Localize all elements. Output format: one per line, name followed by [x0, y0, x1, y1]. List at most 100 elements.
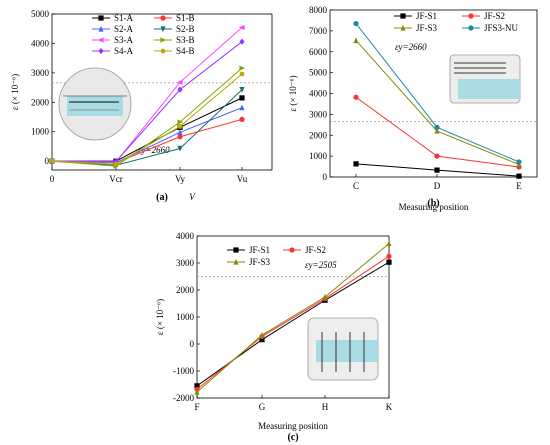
- y-axis-label: ε (× 10⁻⁶): [155, 299, 165, 335]
- y-tick-label: 5000: [309, 68, 328, 78]
- subfigure-caption: (a): [156, 192, 168, 203]
- y-tick-label: 4000: [176, 231, 195, 241]
- series-line-S4-B: [51, 73, 243, 165]
- legend-marker: [98, 25, 104, 32]
- legend-marker: [400, 24, 406, 31]
- legend-marker: [468, 13, 474, 19]
- x-tick-label: 0: [50, 174, 55, 184]
- legend-label: S3-A: [114, 35, 134, 45]
- y-tick-label: 2000: [176, 285, 195, 295]
- x-tick-label: K: [386, 402, 393, 412]
- y-tick-label: 5000: [31, 9, 50, 19]
- data-point-JF-S3: [434, 127, 440, 134]
- legend-label: S4-B: [176, 46, 195, 56]
- legend-marker: [160, 48, 166, 54]
- data-point-S4-B: [49, 158, 55, 164]
- y-tick-label: 4000: [309, 89, 328, 99]
- legend-label: JF-S1: [416, 11, 437, 21]
- y-axis-label: ε (× 10⁻⁶): [288, 75, 298, 111]
- x-axis-label: Measuring position: [258, 421, 328, 431]
- y-tick-label: 7000: [309, 26, 328, 36]
- legend-marker: [98, 15, 104, 21]
- x-tick-label: E: [516, 181, 522, 191]
- legend-marker: [289, 247, 295, 253]
- inset-concrete-slab: [316, 340, 378, 362]
- data-point-S4-B: [177, 124, 183, 129]
- legend-label: JF-S2: [484, 11, 505, 21]
- y-tick-label: -2000: [173, 393, 194, 403]
- data-point-S2-B: [239, 87, 245, 93]
- y-axis-label: ε (× 10⁻⁶): [10, 74, 20, 110]
- legend-label: JF-S3: [249, 257, 271, 267]
- legend-label: S1-B: [176, 13, 195, 23]
- y-tick-label: 3000: [31, 68, 50, 78]
- x-tick-label: Vcr: [109, 174, 123, 184]
- data-point-JFS3-NU: [353, 20, 359, 27]
- series-line-JF-S3: [196, 243, 390, 393]
- series-line-S3-B: [51, 67, 243, 167]
- yield-reference-label: εy=2660: [395, 42, 427, 52]
- y-tick-label: 0: [190, 339, 195, 349]
- y-tick-label: 6000: [309, 47, 328, 57]
- legend-label: S2-A: [114, 24, 134, 34]
- series-line-S4-A: [51, 41, 243, 162]
- legend-label: S3-B: [176, 35, 195, 45]
- legend-marker: [233, 258, 239, 265]
- data-point-JF-S3: [353, 37, 359, 44]
- data-point-JF-S1: [353, 161, 359, 167]
- chart-2: 0 1000 2000 3000 4000 5000 6000 7000 8000 C D E Meas…: [288, 5, 538, 212]
- x-tick-label: G: [259, 402, 266, 412]
- data-point-S4-A: [177, 86, 183, 93]
- data-point-JF-S1: [259, 337, 265, 343]
- x-tick-label: Vu: [237, 174, 248, 184]
- y-tick-label: 8000: [309, 5, 328, 15]
- legend-marker: [468, 25, 474, 31]
- legend-label: JF-S3: [416, 23, 438, 33]
- chart-1: 0 1000 2000 3000 4000 5000 0 Vcr Vy Vu Vε (× 10⁻⁶)…: [10, 9, 273, 203]
- x-tick-label: H: [322, 402, 329, 412]
- data-point-JF-S2: [386, 253, 392, 259]
- subfigure-caption: (b): [427, 198, 439, 209]
- legend-label: S2-B: [176, 24, 195, 34]
- data-point-JF-S3: [322, 293, 328, 300]
- data-point-JF-S1: [386, 259, 392, 265]
- y-tick-label: 2000: [31, 97, 50, 107]
- inset-concrete-slab: [458, 79, 520, 99]
- inset-concrete-slab: [67, 96, 123, 116]
- y-tick-label: 1000: [309, 151, 328, 161]
- data-point-S2-B: [177, 145, 183, 152]
- data-point-S1-A: [239, 95, 245, 101]
- legend-label: JFS3-NU: [484, 23, 519, 33]
- legend-marker: [98, 47, 104, 55]
- legend-label: JF-S1: [249, 245, 270, 255]
- legend-marker: [400, 13, 406, 19]
- data-point-S3-B: [239, 65, 246, 71]
- x-tick-label: D: [434, 181, 441, 191]
- data-point-JF-S1: [194, 383, 200, 389]
- data-point-S3-B: [177, 119, 184, 125]
- data-point-S2-A: [177, 129, 183, 135]
- data-point-JFS3-NU: [434, 124, 440, 130]
- data-point-S3-A: [176, 79, 183, 85]
- y-tick-label: 3000: [309, 109, 328, 119]
- data-point-S4-B: [239, 71, 245, 77]
- legend-marker: [160, 26, 166, 33]
- y-tick-label: 1000: [176, 312, 195, 322]
- yield-reference-label: εy=2660: [138, 145, 170, 155]
- data-point-JF-S1: [434, 167, 440, 173]
- data-point-S1-B: [239, 116, 245, 122]
- data-point-S2-A: [239, 104, 245, 111]
- data-point-S1-B: [177, 134, 183, 140]
- data-point-JF-S3: [194, 388, 200, 395]
- y-tick-label: 0: [323, 172, 328, 182]
- data-point-S4-B: [113, 161, 119, 167]
- legend-label: S1-A: [114, 13, 134, 23]
- legend-marker: [160, 15, 166, 21]
- data-point-JF-S2: [353, 94, 359, 100]
- data-point-S4-A: [239, 38, 245, 45]
- legend-marker: [97, 37, 104, 43]
- y-tick-label: 3000: [176, 258, 195, 268]
- y-tick-label: 2000: [309, 130, 328, 140]
- y-tick-label: 1000: [31, 127, 50, 137]
